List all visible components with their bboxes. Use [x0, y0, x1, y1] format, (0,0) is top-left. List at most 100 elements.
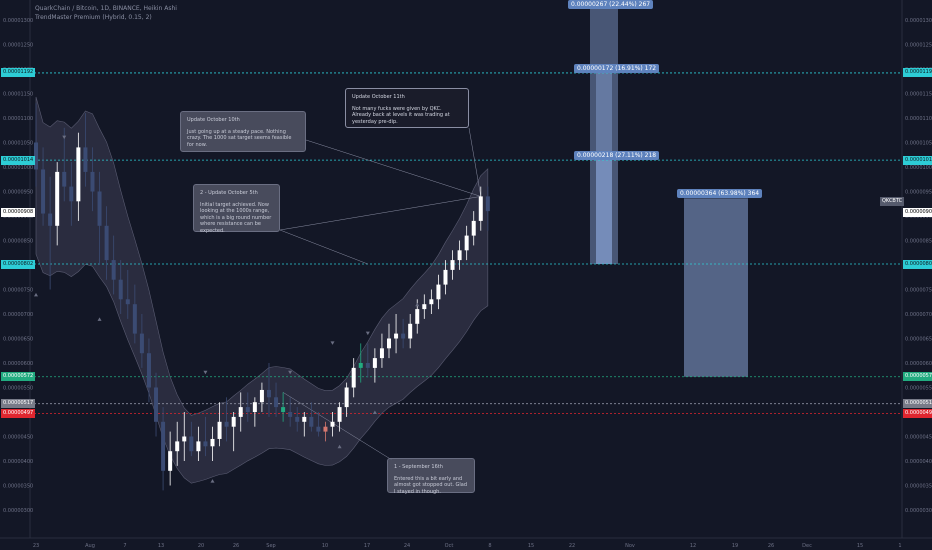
candle-up [217, 421, 222, 439]
note-body: Initial target achieved. Now looking at … [200, 201, 272, 234]
candles [34, 103, 490, 491]
indicator-title[interactable]: TrendMaster Premium (Hybrid, 0.15, 2) [35, 14, 152, 21]
candle-down [48, 213, 53, 226]
candle-up [450, 260, 455, 270]
note-sep-16[interactable]: 1 - September 16th Entered this a bit ea… [387, 458, 475, 495]
date-tick-label: Nov [625, 543, 635, 549]
signal-markers [34, 135, 420, 483]
candle-down [62, 171, 67, 187]
candle-down [132, 304, 137, 334]
date-tick-label: 23 [33, 543, 39, 549]
candle-down [104, 225, 109, 261]
candle-down [203, 441, 208, 447]
date-tick-label: 7 [123, 543, 126, 549]
candle-up [302, 416, 307, 422]
candle-up [408, 323, 413, 339]
candle-down [288, 412, 293, 417]
right-tick-label: 0.00000400 [905, 459, 932, 465]
left-tick-label: 0.00001100 [3, 116, 33, 122]
date-tick-label: 20 [198, 543, 204, 549]
candle-up [436, 284, 441, 300]
left-tick-label: 0.00001150 [3, 92, 33, 98]
candle-up [55, 171, 60, 226]
candle-down [245, 407, 250, 412]
candle-up [231, 416, 236, 427]
candle-down [34, 142, 38, 170]
candle-up [387, 338, 391, 349]
current-right-label: 0.00000908 [903, 207, 932, 217]
candle-up [210, 438, 215, 447]
left-tick-label: 0.00000900 [3, 214, 33, 220]
left-tick-label: 0.00000350 [3, 484, 33, 490]
target-1-left-label: 0.00000802 [1, 259, 36, 269]
left-tick-label: 0.00000600 [3, 361, 33, 367]
date-tick-label: Sep [266, 543, 275, 549]
sell-signal-marker [365, 331, 370, 336]
left-tick-label: 0.00000550 [3, 386, 33, 392]
right-tick-label: 0.00001000 [905, 165, 932, 171]
candle-up [422, 304, 427, 310]
date-tick-label: 1 [898, 543, 901, 549]
note-update-oct-5[interactable]: 2 - Update October 5th Initial target ac… [193, 184, 280, 234]
buy-signal-marker [415, 302, 420, 307]
sell-signal-marker [203, 370, 208, 375]
left-tick-label: 0.00001050 [3, 141, 33, 147]
left-axis-panel [0, 0, 30, 538]
note-update-oct-10[interactable]: Update October 10th Just going up at a s… [180, 111, 306, 152]
projection-218-label: 0.00000218 (27.11%) 218 [574, 151, 660, 161]
left-tick-label: 0.00001250 [3, 43, 33, 49]
candle-down [154, 387, 159, 422]
date-tick-label: 22 [569, 543, 575, 549]
note-connectors [279, 127, 482, 461]
note-body: Just going up at a steady pace. Nothing … [187, 128, 292, 148]
sell-signal-marker [288, 370, 293, 375]
right-tick-label: 0.00000850 [905, 239, 932, 245]
candle-up [337, 407, 342, 422]
note-title: Update October 10th [187, 117, 240, 123]
candle-up [464, 235, 469, 251]
note-connector-line [279, 196, 481, 231]
projection-172-box [596, 72, 612, 265]
symbol-title[interactable]: QuarkChain / Bitcoin, 1D, BINANCE, Heiki… [35, 5, 177, 12]
stop-2-left-label: 0.00000497 [1, 408, 36, 418]
left-tick-label: 0.00000450 [3, 435, 33, 441]
note-connector-line [305, 139, 481, 197]
candle-down [69, 186, 74, 202]
candle-down [41, 169, 46, 214]
candle-down [281, 407, 286, 412]
right-tick-label: 0.00001100 [905, 116, 932, 122]
target-2-right-label: 0.00001014 [903, 155, 932, 165]
left-tick-label: 0.00000400 [3, 459, 33, 465]
note-title: 1 - September 16th [394, 464, 443, 470]
candle-up [76, 147, 81, 202]
note-update-oct-11[interactable]: Update October 11th Not many fucks were … [345, 88, 469, 128]
right-tick-label: 0.00000950 [905, 190, 932, 196]
stop-2-right-label: 0.00000497 [903, 408, 932, 418]
date-tick-label: 19 [732, 543, 738, 549]
date-tick-label: 12 [690, 543, 696, 549]
date-tick-label: 13 [158, 543, 164, 549]
left-tick-label: 0.00000850 [3, 239, 33, 245]
note-title: 2 - Update October 5th [200, 190, 258, 196]
time-axis[interactable]: 23 Aug 7 13 20 26 Sep 10 17 24 Oct 8 15 22 Nov 12 19 26 De… [33, 543, 902, 549]
candle-up [351, 367, 356, 388]
target-2-left-label: 0.00001014 [1, 155, 36, 165]
time-axis-panel [0, 538, 932, 550]
right-tick-label: 0.00001300 [905, 18, 932, 24]
candle-down [309, 416, 314, 427]
left-tick-label: 0.00000700 [3, 312, 33, 318]
candle-up [344, 387, 349, 408]
date-tick-label: Aug [85, 543, 95, 549]
candle-down [274, 397, 279, 408]
right-axis-panel [902, 0, 932, 538]
note-title: Update October 11th [352, 94, 405, 100]
candle-down [224, 421, 229, 427]
symbol-tag: QKCBTC [880, 197, 905, 206]
candle-down [401, 333, 406, 339]
candle-up [394, 333, 399, 339]
right-tick-label: 0.00000650 [905, 337, 932, 343]
date-tick-label: 15 [857, 543, 863, 549]
date-tick-label: 15 [528, 543, 534, 549]
left-tick-label: 0.00001000 [3, 165, 33, 171]
projection-boxes [590, 8, 748, 377]
